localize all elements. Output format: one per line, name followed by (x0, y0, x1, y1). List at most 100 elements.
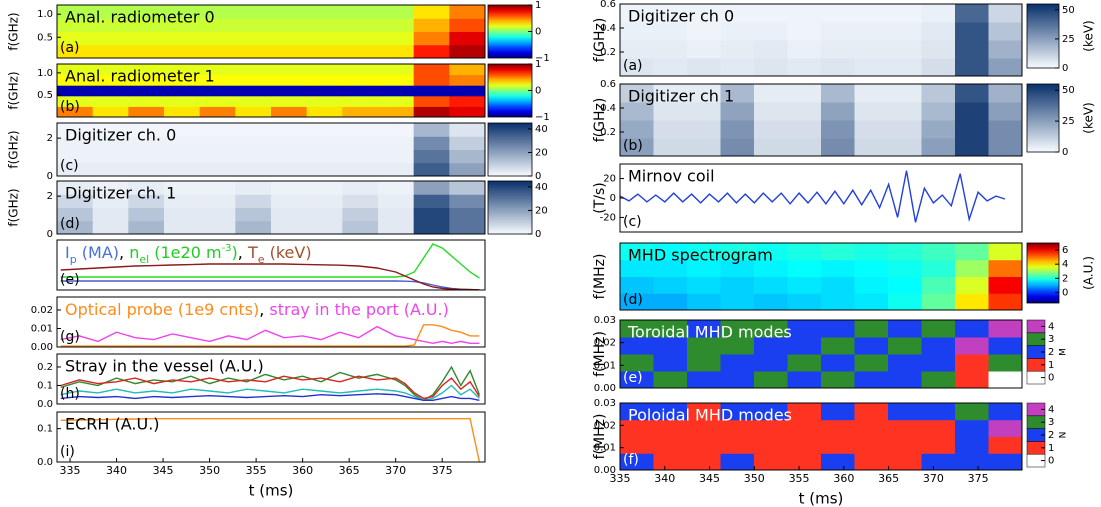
x-tick-label: 345 (153, 464, 174, 477)
colorbar (487, 122, 533, 177)
heat-cell (720, 276, 755, 294)
heat-cell (720, 293, 755, 311)
heat-cell (449, 194, 486, 208)
heat-cell (854, 4, 889, 23)
heat-cell (787, 102, 822, 121)
heat-cell (787, 276, 822, 294)
heat-cell (413, 5, 450, 19)
panel-letter: (e) (623, 370, 643, 386)
plot-frame (56, 4, 486, 59)
heat-cell (754, 259, 788, 277)
panel-letter: (e) (60, 272, 80, 288)
heat-cell (164, 162, 201, 177)
heat-cell (235, 136, 272, 150)
heat-cell (955, 243, 989, 261)
heat-cell (271, 5, 308, 19)
heat-cell (235, 31, 272, 46)
heat-cell (342, 64, 379, 76)
heat-cell (687, 453, 721, 471)
panel: Digitizer ch. 0 (c) f(GHz) 0 2 40 20 0 (7, 122, 548, 182)
heat-cell (306, 123, 343, 137)
heat-cell (57, 136, 94, 150)
panel: Digitizer ch 1 (b) f(GHz)0.2 0.4 0.6 50 25 0 (ke… (592, 79, 1096, 158)
panel-letter: (a) (623, 58, 643, 74)
heat-cell (164, 85, 201, 97)
panel: Toroidal MHD modes (e) f(MHz) 0.00 0.01 0.02 0… (592, 315, 1069, 394)
colorbar (1026, 3, 1060, 69)
panel: Poloidal MHD modes (f) f(MHz) 0.00 0.01 0.02 0… (592, 398, 1069, 507)
heat-cell (854, 419, 889, 437)
heat-cell (854, 102, 889, 121)
heat-cell (199, 181, 236, 195)
heat-cell (821, 453, 855, 471)
line-series (619, 170, 1006, 223)
heat-cell (235, 44, 272, 59)
heat-cell (720, 120, 755, 139)
heat-cell (378, 220, 415, 235)
heat-cell (921, 403, 956, 421)
title-part: ) (232, 243, 238, 262)
heat-cell (271, 162, 308, 177)
heat-cell (199, 220, 236, 235)
heat-cell (128, 31, 165, 46)
plot-frame (619, 83, 1023, 157)
heat-cell (164, 220, 201, 235)
heat-cell (342, 85, 379, 97)
heat-cell (888, 243, 922, 261)
heat-cell (854, 453, 889, 471)
heat-cell (988, 138, 1023, 157)
heat-cell (720, 436, 755, 454)
panel-letter: (f) (623, 452, 639, 468)
heat-cell (754, 40, 788, 59)
heat-cell (342, 162, 379, 177)
heat-cell (306, 74, 343, 86)
y-tick-label: 0.4 (600, 23, 616, 34)
heat-cell (57, 149, 94, 164)
plot-frame (56, 63, 486, 118)
y-tick-label: 0.01 (594, 443, 616, 454)
heat-cell (271, 31, 308, 46)
heat-cell (620, 259, 654, 277)
title-part: stray in the port (A.U.) (269, 300, 448, 319)
heat-cell (164, 95, 201, 107)
heat-cell (854, 403, 889, 421)
y-axis-label: f(GHz) (7, 130, 21, 168)
x-axis-label: t (ms) (249, 482, 294, 500)
y-tick-label: 0.2 (37, 362, 53, 373)
y-tick-label: 0.02 (31, 305, 53, 316)
heat-cell (988, 4, 1023, 23)
heat-cell (754, 371, 788, 389)
heat-cell (620, 403, 654, 421)
heat-cell (787, 58, 822, 77)
heat-cell (955, 102, 989, 121)
heat-cell (342, 149, 379, 164)
heat-cell (988, 436, 1023, 454)
heat-cell (720, 58, 755, 77)
heat-cell (342, 31, 379, 46)
heat-cell (235, 220, 272, 235)
heat-cell (720, 243, 755, 261)
heat-cell (754, 243, 788, 261)
heat-cell (888, 337, 922, 355)
heat-cell (199, 162, 236, 177)
heat-cell (854, 243, 889, 261)
heat-cell (57, 85, 94, 97)
colorbar-tick-label: 20 (535, 205, 548, 216)
heat-cell (720, 453, 755, 471)
heat-cell (378, 64, 415, 76)
panel-letter: (d) (623, 292, 643, 308)
heat-cell (128, 136, 165, 150)
heat-cell (687, 58, 721, 77)
line-series (60, 324, 480, 347)
y-tick-label: 0.6 (600, 79, 616, 90)
heat-cell (413, 106, 450, 118)
y-tick-label: -20 (600, 212, 616, 223)
heat-cell (306, 194, 343, 208)
heat-cell (787, 453, 822, 471)
heat-cell (955, 276, 989, 294)
heat-cell (955, 138, 989, 157)
heat-cell (787, 4, 822, 23)
heat-cell (57, 207, 94, 222)
panel-title: Ip (MA), nel (1e20 m-3), Te (keV) (65, 243, 312, 266)
